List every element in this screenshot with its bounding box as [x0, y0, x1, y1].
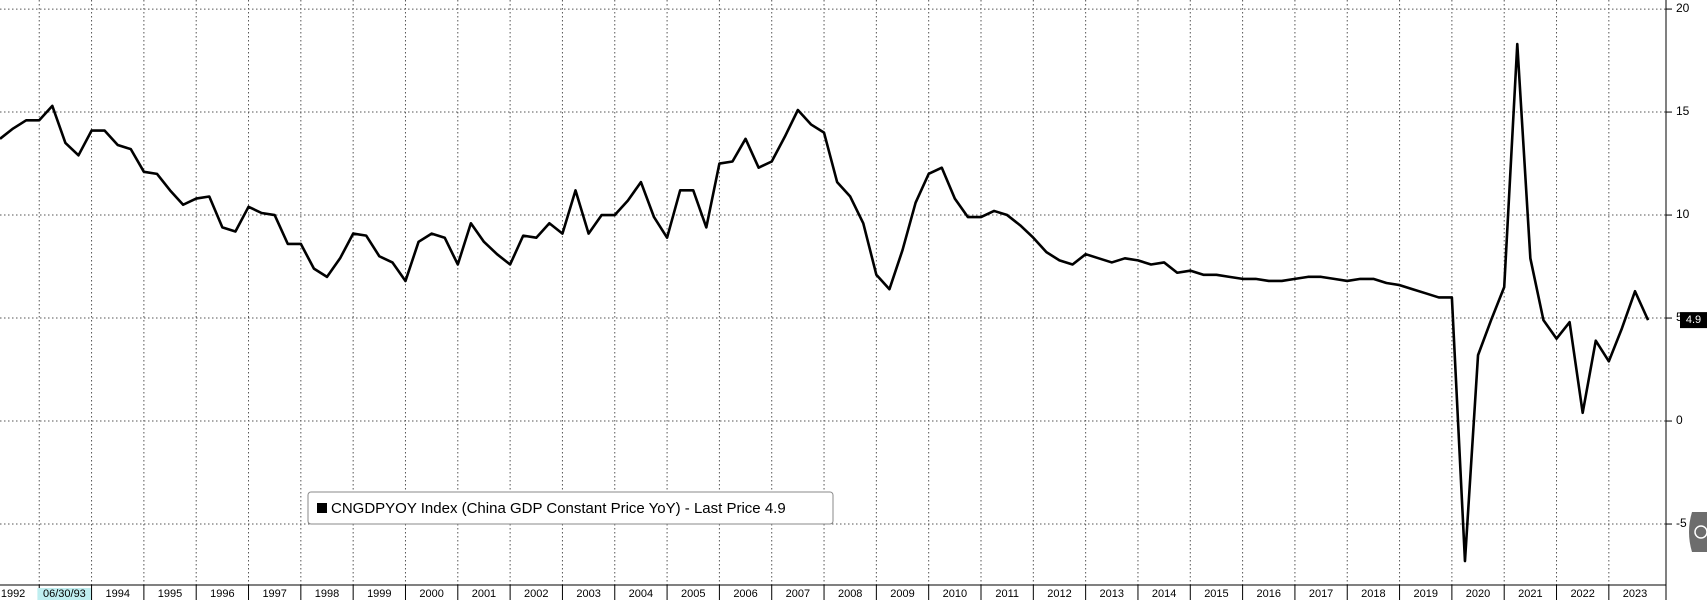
y-tick-label: 0 — [1676, 413, 1683, 427]
x-tick-label: 2002 — [524, 588, 548, 600]
x-tick-label: 2022 — [1570, 588, 1594, 600]
y-tick-label: 20 — [1676, 1, 1690, 15]
cursor-date-highlight — [37, 588, 92, 600]
x-tick-label: 1992 — [1, 588, 25, 600]
x-tick-label: 2014 — [1152, 588, 1176, 600]
x-tick-label: 2016 — [1257, 588, 1281, 600]
x-tick-label: 2023 — [1623, 588, 1647, 600]
x-tick-label: 1997 — [262, 588, 286, 600]
x-tick-label: 2003 — [576, 588, 600, 600]
legend-last-label: - Last Price — [685, 500, 761, 517]
grid-layer — [0, 0, 1666, 585]
x-tick-label: 2018 — [1361, 588, 1385, 600]
legend-swatch — [317, 503, 327, 513]
y-tick-label: 5 — [1676, 310, 1683, 324]
x-tick-label: 2010 — [943, 588, 967, 600]
x-tick-label: 1996 — [210, 588, 234, 600]
x-tick-label: 1998 — [315, 588, 339, 600]
x-tick-label: 2009 — [890, 588, 914, 600]
series-line — [0, 42, 1650, 563]
x-tick-label: 2000 — [419, 588, 443, 600]
scroll-icon-ring — [1694, 525, 1707, 539]
x-tick-label: 2012 — [1047, 588, 1071, 600]
y-tick-label: 15 — [1676, 104, 1690, 118]
last-price-box — [1680, 312, 1707, 329]
x-tick-label: 2004 — [629, 588, 653, 600]
legend-last-value: 4.9 — [765, 500, 786, 517]
x-tick-label: 2019 — [1413, 588, 1437, 600]
legend-box — [307, 491, 834, 525]
x-tick-label: 06/30/93 — [43, 588, 86, 600]
last-price-label: 4.9 — [1686, 314, 1701, 326]
legend: CNGDPYOY Index (China GDP Constant Price… — [307, 491, 834, 525]
legend-series-name: CNGDPYOY Index (China GDP Constant Price… — [331, 500, 681, 517]
x-tick-label: 2001 — [472, 588, 496, 600]
x-tick-label: 1999 — [367, 588, 391, 600]
x-tick-label: 2013 — [1100, 588, 1124, 600]
x-tick-label: 2020 — [1466, 588, 1490, 600]
scroll-icon — [1689, 512, 1707, 552]
x-tick-label: 2007 — [786, 588, 810, 600]
overlay: 4.9 — [1680, 312, 1707, 552]
x-tick-label: 1995 — [158, 588, 182, 600]
line-layer — [0, 42, 1650, 563]
x-tick-label: 2021 — [1518, 588, 1542, 600]
x-tick-label: 2005 — [681, 588, 705, 600]
y-tick-label: -5 — [1676, 516, 1687, 530]
y-tick-label: 10 — [1676, 207, 1690, 221]
x-tick-label: 1994 — [105, 588, 129, 600]
x-tick-label: 2011 — [995, 588, 1019, 600]
x-tick-label: 2015 — [1204, 588, 1228, 600]
x-tick-label: 2006 — [733, 588, 757, 600]
x-tick-label: 2008 — [838, 588, 862, 600]
legend-text: CNGDPYOY Index (China GDP Constant Price… — [331, 500, 786, 517]
x-tick-label: 2017 — [1309, 588, 1333, 600]
